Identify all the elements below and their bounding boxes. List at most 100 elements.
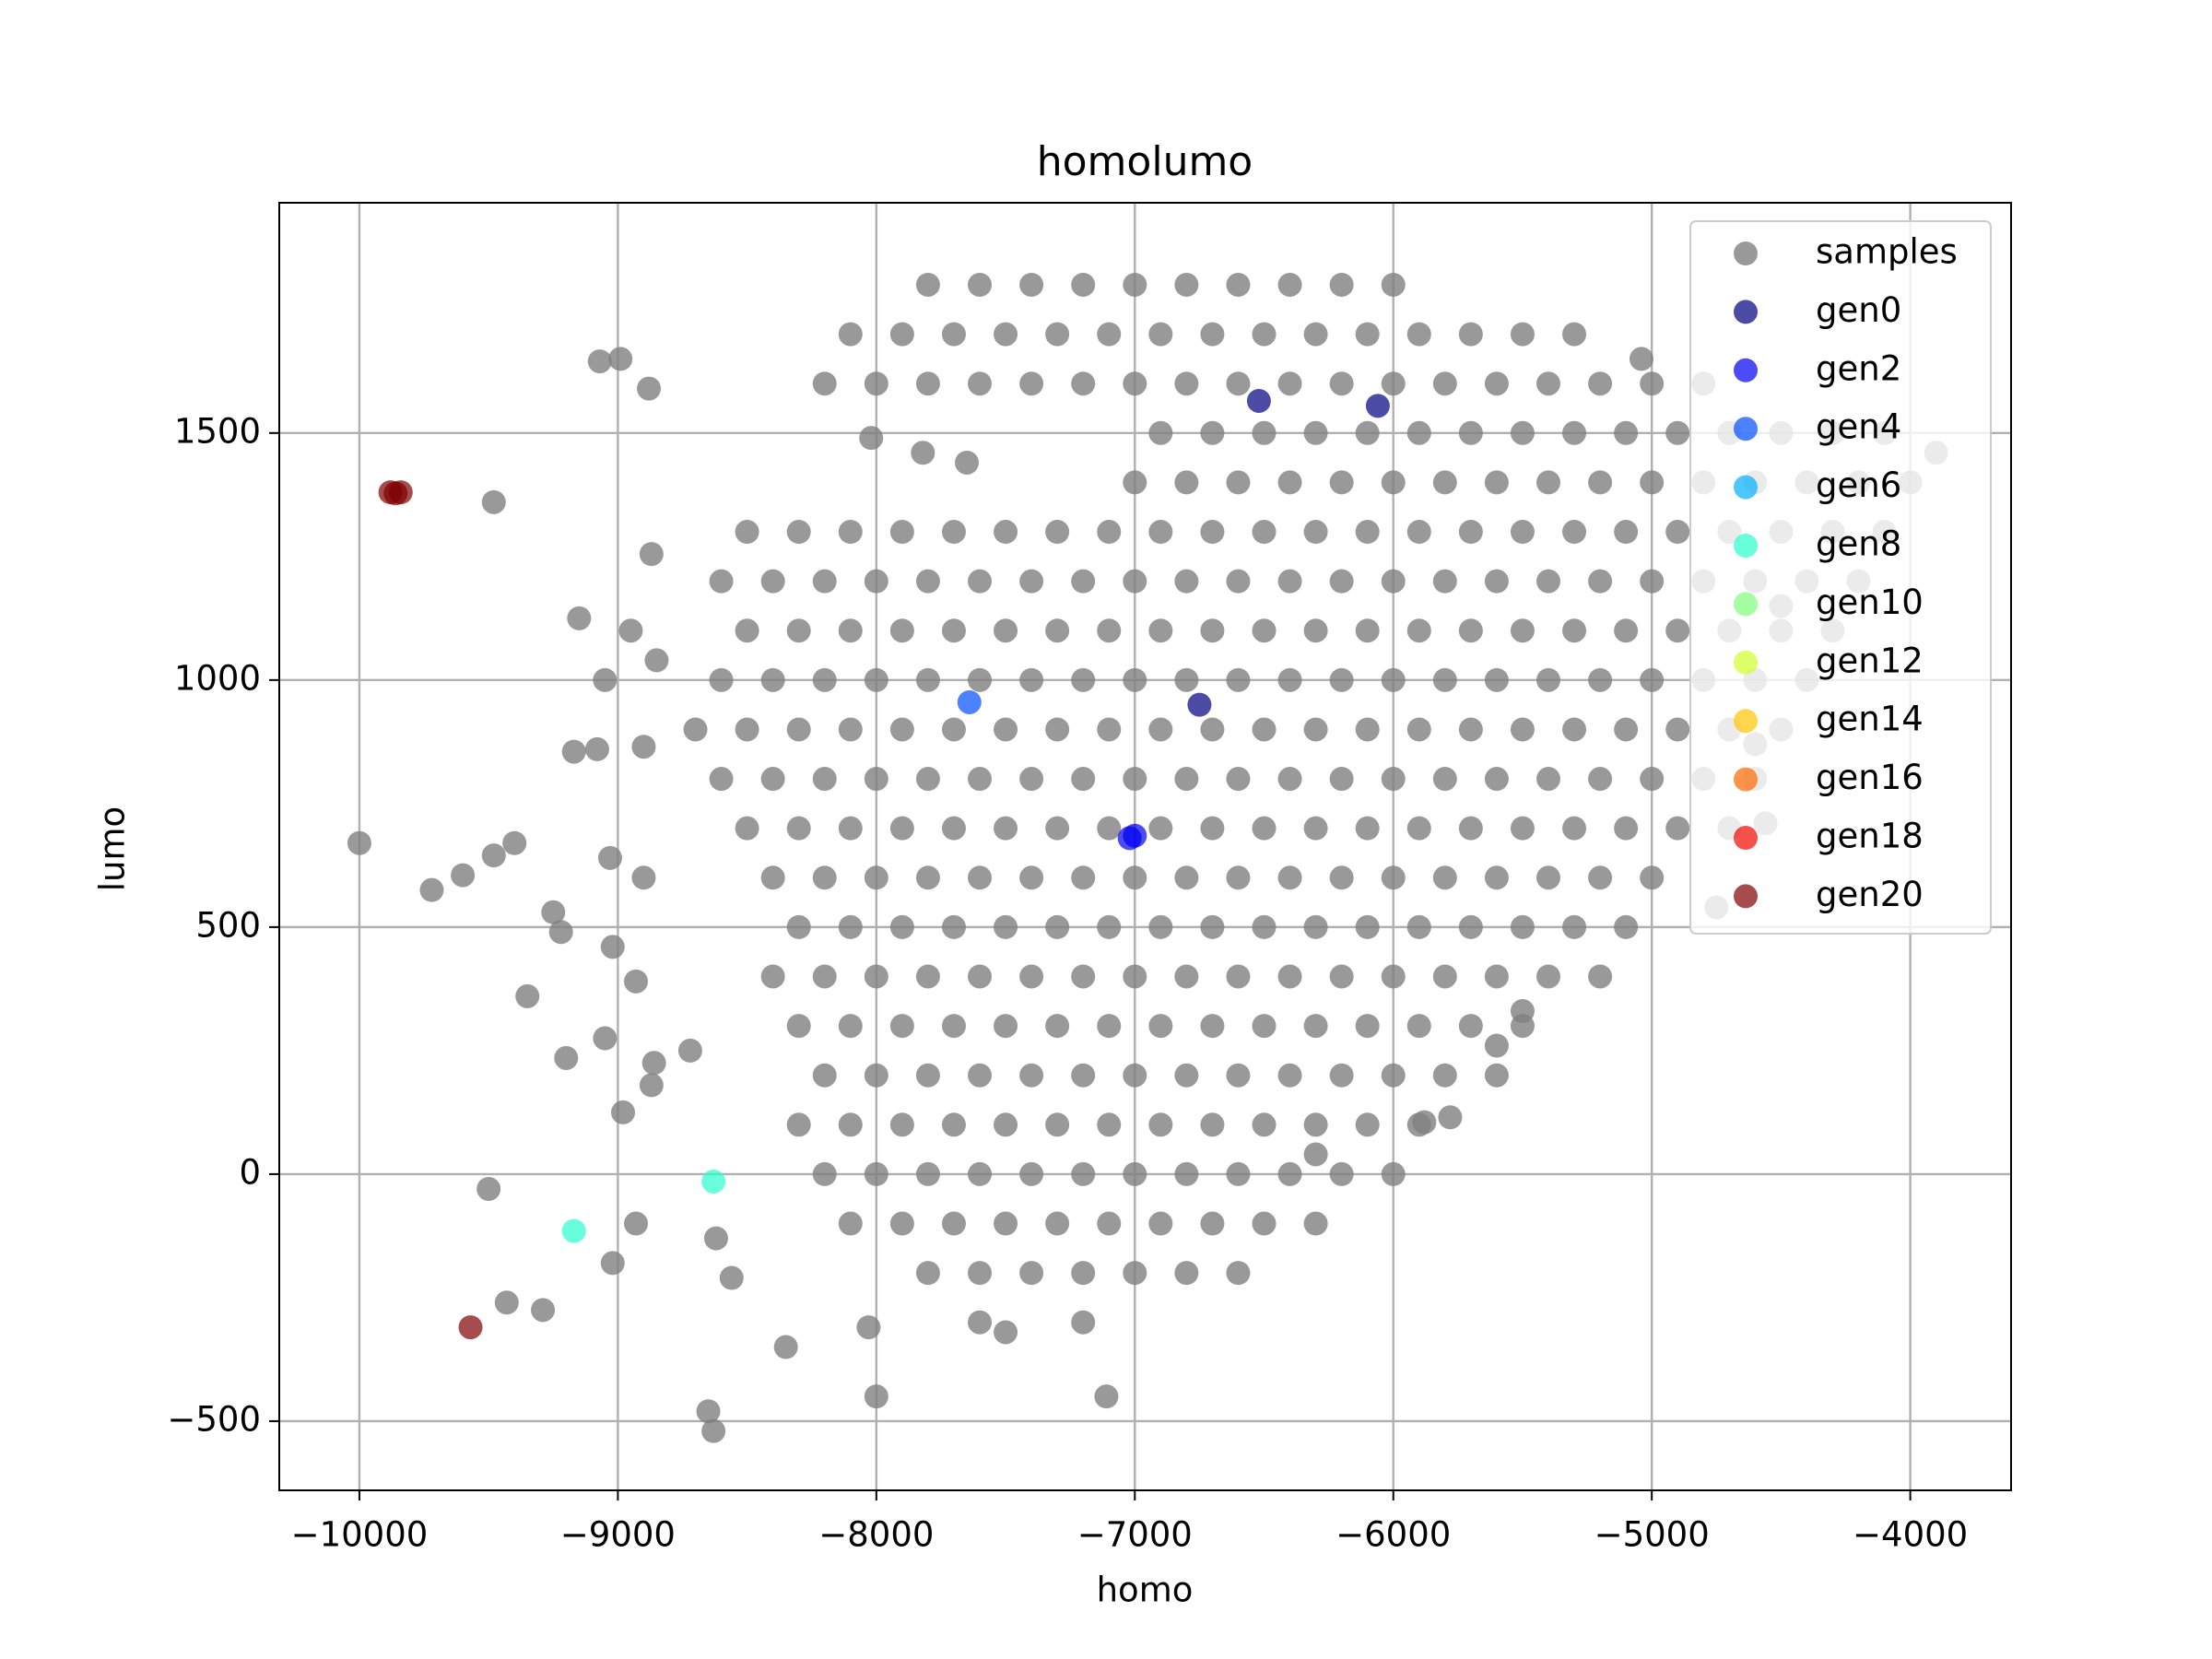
scatter-point [1458, 1014, 1483, 1039]
scatter-point [1562, 816, 1587, 841]
scatter-point [968, 272, 993, 297]
scatter-point [1510, 914, 1535, 939]
scatter-point [1123, 865, 1147, 890]
scatter-point [1381, 569, 1406, 594]
scatter-point [1174, 470, 1199, 495]
scatter-point [812, 371, 837, 396]
scatter-point [1329, 569, 1354, 594]
scatter-point [1071, 272, 1096, 297]
scatter-point [812, 1063, 837, 1088]
scatter-point [1535, 767, 1560, 792]
scatter-point [1123, 569, 1147, 594]
scatter-point [1094, 1384, 1119, 1409]
scatter-point [610, 1100, 635, 1124]
scatter-point [1355, 322, 1380, 347]
scatter-point [1226, 272, 1251, 297]
scatter-point [1097, 520, 1122, 545]
scatter-point [1355, 420, 1380, 445]
scatter-point [1226, 1161, 1251, 1186]
legend-label: gen4 [1816, 407, 1901, 447]
legend-marker [1734, 884, 1758, 909]
scatter-point [864, 1384, 888, 1409]
scatter-point [548, 920, 573, 945]
y-axis-label: lumo [93, 806, 133, 891]
x-tick-label: −4000 [1853, 1515, 1968, 1555]
scatter-point [1329, 272, 1354, 297]
legend-label: gen16 [1816, 758, 1924, 797]
scatter-point [515, 983, 540, 1008]
scatter-point [1381, 767, 1406, 792]
scatter-point [1097, 1112, 1122, 1137]
scatter-point [968, 964, 993, 989]
scatter-point [1045, 1112, 1070, 1137]
scatter-point [1097, 717, 1122, 742]
scatter-point [1019, 272, 1044, 297]
scatter-point [1535, 865, 1560, 890]
scatter-point [1329, 470, 1354, 495]
scatter-point [624, 1211, 649, 1236]
scatter-point [941, 816, 966, 841]
scatter-point [786, 914, 811, 939]
scatter-point [838, 322, 863, 347]
scatter-point [968, 1261, 993, 1286]
scatter-point [1252, 420, 1277, 445]
scatter-point [1303, 1142, 1328, 1167]
scatter-point [1277, 272, 1302, 297]
scatter-point [1187, 692, 1212, 717]
scatter-point [735, 520, 759, 545]
scatter-point [419, 877, 444, 902]
scatter-point [994, 1112, 1018, 1137]
scatter-point [600, 1251, 625, 1276]
scatter-point [1252, 322, 1277, 347]
scatter-point [1329, 964, 1354, 989]
scatter-point [941, 914, 966, 939]
scatter-point [1329, 767, 1354, 792]
legend: samples gen0 gen2 gen4 gen6 gen8 gen10 gen12 gen… [1689, 220, 1992, 935]
scatter-point [1458, 322, 1483, 347]
scatter-point [1406, 520, 1431, 545]
scatter-point [494, 1290, 519, 1315]
scatter-point [1381, 964, 1406, 989]
scatter-point [1045, 520, 1070, 545]
scatter-point [1484, 569, 1509, 594]
scatter-point [1071, 1063, 1096, 1088]
scatter-point [1148, 816, 1173, 841]
scatter-point [786, 717, 811, 742]
scatter-point [1665, 420, 1690, 445]
scatter-point [1123, 823, 1147, 848]
scatter-point [618, 618, 643, 643]
scatter-point [1588, 371, 1613, 396]
scatter-point [561, 1218, 586, 1243]
scatter-point [593, 667, 618, 692]
scatter-point [1123, 667, 1147, 692]
scatter-point [1045, 322, 1070, 347]
scatter-point [541, 900, 566, 924]
x-axis-label: homo [1097, 1571, 1194, 1610]
scatter-point [1174, 1063, 1199, 1088]
scatter-point [531, 1298, 556, 1323]
scatter-point [889, 1112, 914, 1137]
scatter-point [1045, 1211, 1070, 1236]
scatter-point [1588, 667, 1613, 692]
scatter-point [864, 371, 888, 396]
scatter-point [1252, 1014, 1277, 1039]
scatter-point [957, 689, 982, 714]
scatter-point [1432, 667, 1457, 692]
scatter-point [1071, 371, 1096, 396]
scatter-point [915, 371, 940, 396]
scatter-point [1097, 618, 1122, 643]
scatter-point [709, 569, 734, 594]
scatter-point [1303, 816, 1328, 841]
scatter-point [915, 1063, 940, 1088]
scatter-point [1200, 1211, 1225, 1236]
legend-label: gen6 [1816, 465, 1901, 505]
scatter-point [1200, 914, 1225, 939]
scatter-point [1174, 865, 1199, 890]
scatter-point [735, 816, 759, 841]
scatter-point [1458, 520, 1483, 545]
scatter-point [864, 767, 888, 792]
scatter-point [1406, 322, 1431, 347]
scatter-point [1019, 667, 1044, 692]
scatter-point [1200, 717, 1225, 742]
